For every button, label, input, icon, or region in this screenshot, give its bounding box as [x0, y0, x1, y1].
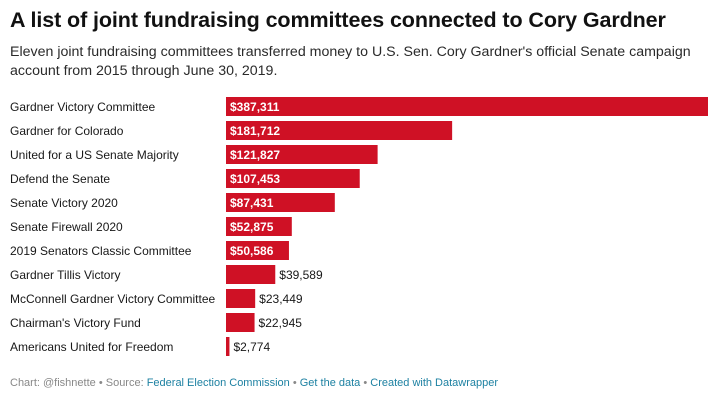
- bar[interactable]: [226, 241, 289, 260]
- value-label: $23,449: [259, 292, 303, 306]
- bar[interactable]: [226, 121, 453, 140]
- footer-separator: •: [289, 377, 300, 389]
- footer-separator: •: [95, 377, 106, 389]
- category-label: Gardner Tillis Victory: [10, 268, 120, 282]
- value-label: $387,311: [230, 100, 280, 114]
- category-label: Gardner for Colorado: [10, 124, 124, 138]
- bar[interactable]: [226, 289, 256, 308]
- bar[interactable]: [226, 337, 230, 356]
- bar-chart: Gardner Victory Committee $387,311 Gardner…: [10, 97, 708, 356]
- chart-title: A list of joint fundraising committees c…: [10, 8, 666, 32]
- bar[interactable]: [226, 97, 708, 116]
- datawrapper-link[interactable]: Created with Datawrapper: [370, 377, 499, 389]
- value-label: $121,827: [230, 148, 280, 162]
- footer-separator: •: [360, 377, 371, 389]
- value-label: $181,712: [230, 124, 280, 138]
- value-label: $107,453: [230, 172, 280, 186]
- chart-credit: Chart: @fishnette: [10, 377, 96, 389]
- get-data-link[interactable]: Get the data: [299, 377, 361, 389]
- category-label: Defend the Senate: [10, 172, 110, 186]
- source-prefix: Source:: [105, 377, 147, 389]
- value-label: $2,774: [233, 340, 270, 354]
- chart-footer: Chart: @fishnette • Source: Federal Elec…: [10, 377, 498, 389]
- value-label: $39,589: [279, 268, 323, 282]
- category-label: McConnell Gardner Victory Committee: [10, 292, 216, 306]
- category-label: 2019 Senators Classic Committee: [10, 244, 192, 258]
- source-link[interactable]: Federal Election Commission: [146, 377, 290, 389]
- chart-subtitle: Eleven joint fundraising committees tran…: [10, 44, 691, 79]
- category-label: Senate Victory 2020: [10, 196, 118, 210]
- category-label: Americans United for Freedom: [10, 340, 173, 354]
- value-label: $22,945: [259, 316, 303, 330]
- category-label: United for a US Senate Majority: [10, 148, 179, 162]
- bar[interactable]: [226, 217, 292, 236]
- bar[interactable]: [226, 169, 360, 188]
- category-label: Gardner Victory Committee: [10, 100, 155, 114]
- value-label: $52,875: [230, 220, 274, 234]
- value-label: $50,586: [230, 244, 274, 258]
- category-label: Senate Firewall 2020: [10, 220, 123, 234]
- bar[interactable]: [226, 145, 378, 164]
- bar[interactable]: [226, 193, 335, 212]
- bar[interactable]: [226, 313, 255, 332]
- value-label: $87,431: [230, 196, 274, 210]
- bar[interactable]: [226, 265, 276, 284]
- category-label: Chairman's Victory Fund: [10, 316, 141, 330]
